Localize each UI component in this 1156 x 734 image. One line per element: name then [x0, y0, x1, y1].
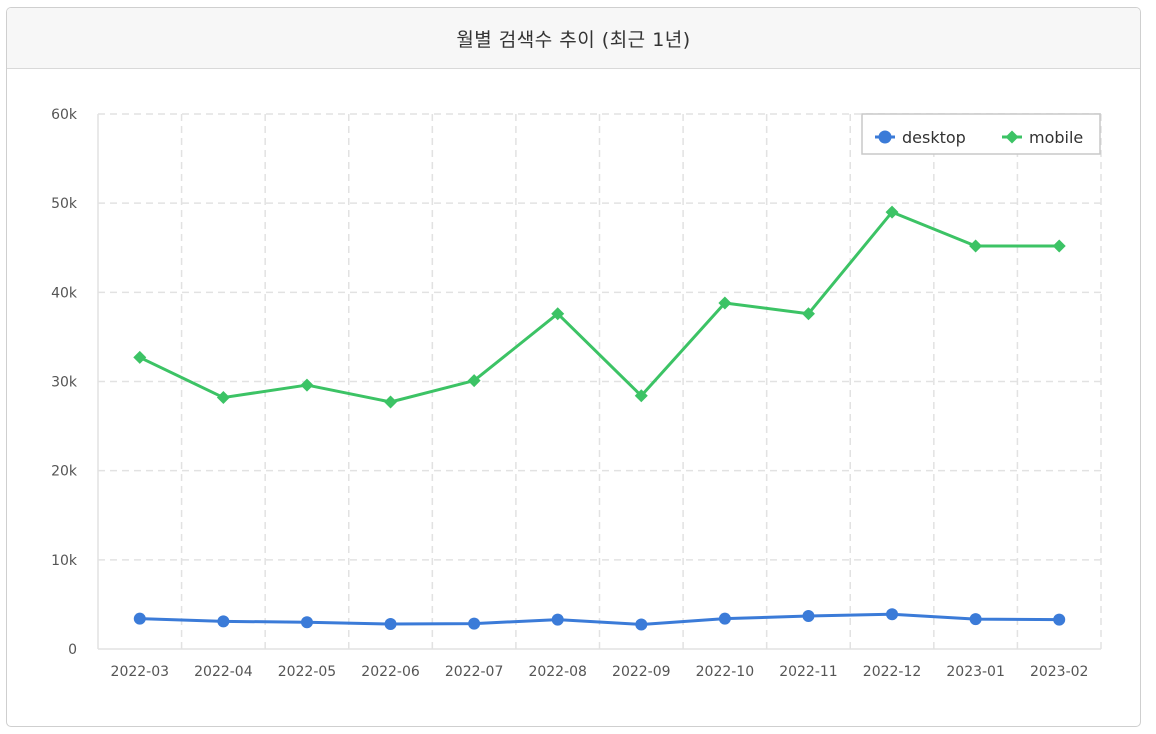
line-chart: 0 10k 20k 30k 40k 50k 60k 2022-03 2022-04 2022-05… [51, 107, 1102, 680]
legend[interactable]: desktop mobile [861, 113, 1101, 155]
x-tick-label: 2022-12 [863, 664, 922, 680]
legend-item-mobile[interactable]: mobile [1002, 128, 1083, 147]
desktop-point[interactable] [802, 610, 815, 623]
desktop-point[interactable] [468, 617, 481, 630]
x-tick-label: 2022-07 [445, 664, 504, 680]
axes: 0 10k 20k 30k 40k 50k 60k 2022-03 2022-04 2022-05… [51, 107, 1088, 680]
mobile-point[interactable] [885, 205, 899, 219]
legend-marker-diamond [1005, 130, 1019, 144]
desktop-line [139, 612, 1060, 626]
series-mobile [133, 205, 1066, 409]
series-layer [133, 205, 1066, 631]
desktop-point[interactable] [969, 613, 982, 626]
mobile-point[interactable] [551, 307, 565, 321]
desktop-point[interactable] [217, 615, 230, 628]
y-tick-label: 0 [68, 642, 77, 658]
desktop-point[interactable] [133, 612, 146, 625]
mobile-point[interactable] [718, 296, 732, 310]
grid [97, 113, 1102, 650]
mobile-point[interactable] [801, 307, 815, 321]
desktop-point[interactable] [551, 613, 564, 626]
x-tick-label: 2023-01 [946, 664, 1005, 680]
desktop-point[interactable] [1053, 613, 1066, 626]
y-tick-label: 10k [51, 553, 78, 569]
x-tick-label: 2022-03 [111, 664, 170, 680]
mobile-point[interactable] [133, 350, 147, 364]
mobile-point[interactable] [216, 391, 230, 405]
mobile-point[interactable] [1052, 239, 1066, 253]
mobile-line [139, 210, 1060, 404]
desktop-point[interactable] [886, 608, 899, 621]
x-tick-label: 2022-06 [361, 664, 420, 680]
desktop-point[interactable] [384, 618, 397, 631]
mobile-point[interactable] [384, 395, 398, 409]
x-tick-label: 2022-04 [194, 664, 253, 680]
x-tick-label: 2022-10 [696, 664, 755, 680]
x-tick-label: 2022-05 [278, 664, 337, 680]
desktop-point[interactable] [718, 612, 731, 625]
legend-item-desktop[interactable]: desktop [875, 128, 966, 147]
mobile-point[interactable] [300, 378, 314, 392]
x-tick-label: 2022-08 [528, 664, 587, 680]
y-tick-label: 40k [51, 285, 78, 301]
chart-title: 월별 검색수 추이 (최근 1년) [456, 28, 691, 51]
legend-label: desktop [902, 128, 966, 147]
legend-marker-circle [878, 130, 892, 144]
mobile-point[interactable] [467, 374, 481, 388]
y-tick-label: 30k [51, 375, 78, 391]
series-desktop [133, 608, 1066, 631]
desktop-point[interactable] [635, 618, 648, 631]
x-tick-label: 2022-09 [612, 664, 671, 680]
mobile-point[interactable] [634, 389, 648, 403]
x-tick-label: 2022-11 [779, 664, 838, 680]
chart-card: 월별 검색수 추이 (최근 1년) 0 10k 20k 30k 40k 50k 60k 202… [6, 7, 1141, 727]
legend-box [861, 113, 1101, 155]
legend-label: mobile [1029, 128, 1083, 147]
y-tick-label: 20k [51, 464, 78, 480]
card-header: 월별 검색수 추이 (최근 1년) [7, 8, 1140, 69]
y-tick-label: 60k [51, 107, 78, 123]
mobile-point[interactable] [969, 239, 983, 253]
y-tick-label: 50k [51, 196, 78, 212]
desktop-point[interactable] [300, 616, 313, 629]
x-tick-label: 2023-02 [1030, 664, 1089, 680]
